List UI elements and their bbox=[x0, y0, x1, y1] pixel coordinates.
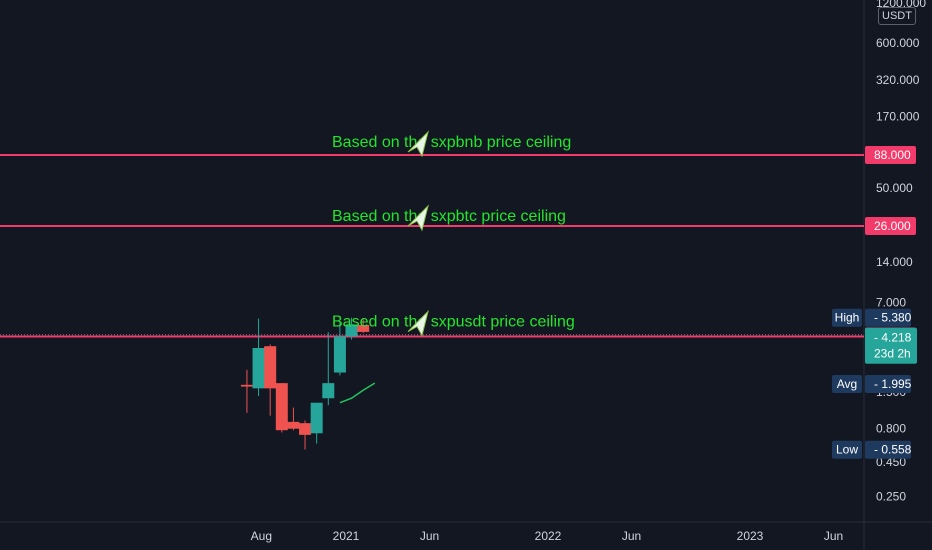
x-tick-label: 2023 bbox=[737, 529, 764, 543]
x-tick-label: Jun bbox=[622, 529, 641, 543]
arrow-cursor-icon bbox=[407, 309, 429, 337]
arrow-cursor-icon bbox=[407, 130, 429, 158]
candle-body bbox=[333, 336, 346, 373]
price-level-tag bbox=[865, 217, 916, 235]
candle-body bbox=[287, 421, 300, 429]
price-level-tag bbox=[865, 146, 916, 164]
x-axis: Aug 2021 Jun 2022 Jun 2023 Jun bbox=[0, 521, 932, 543]
x-tick-label: Jun bbox=[824, 529, 843, 543]
candle-body bbox=[299, 423, 312, 435]
price-tag-name-box bbox=[832, 308, 862, 327]
candle-body bbox=[357, 324, 370, 332]
price-level-tag-label: 88.000 bbox=[874, 148, 911, 162]
moving-average bbox=[339, 382, 376, 404]
y-tick-label: 600.000 bbox=[876, 36, 920, 50]
y-axis: 1200.000 600.000 320.000 170.000 88.000 50.00… bbox=[863, 0, 926, 550]
y-tick-label: 1200.000 bbox=[876, 0, 926, 10]
candle-countdown: 23d 2h bbox=[874, 347, 911, 361]
x-tick-label: Jun bbox=[420, 529, 439, 543]
y-tick-label: 50.000 bbox=[876, 181, 913, 195]
price-tag-name: Avg bbox=[837, 377, 857, 391]
annotation-label: Based on the sxpbnb price ceiling bbox=[332, 134, 571, 151]
y-tick-label: 0.250 bbox=[876, 489, 906, 503]
candles bbox=[240, 317, 370, 450]
price-tag-value: - 5.380 bbox=[874, 311, 912, 325]
candle-body bbox=[252, 347, 265, 389]
arrow-cursor-icon bbox=[407, 204, 429, 232]
candle-body bbox=[240, 384, 253, 387]
price-tag-name: High bbox=[835, 311, 860, 325]
price-tag-name-box bbox=[832, 375, 862, 393]
candle-body bbox=[322, 383, 335, 399]
price-tag-value: - 0.558 bbox=[874, 443, 912, 457]
price-tag-value: - 1.995 bbox=[874, 377, 912, 391]
currency-unit-badge[interactable]: USDT bbox=[878, 7, 916, 25]
candle-body bbox=[275, 383, 288, 431]
price-tag-value-box bbox=[865, 440, 911, 459]
price-tag-name: Low bbox=[836, 443, 858, 457]
y-tick-label: 7.000 bbox=[876, 295, 906, 309]
price-level-tag-label: 26.000 bbox=[874, 219, 911, 233]
y-tick-label: 14.000 bbox=[876, 255, 913, 269]
candle-body bbox=[345, 324, 358, 337]
price-tag-value-box bbox=[865, 308, 911, 327]
y-tick-label: 320.000 bbox=[876, 73, 920, 87]
price-tag-value-box bbox=[865, 375, 911, 393]
y-tick-label: 0.450 bbox=[876, 455, 906, 469]
current-price-tag bbox=[865, 327, 917, 364]
annotation-label: Based on the sxpusdt price ceiling bbox=[332, 314, 575, 331]
annotations: Based on the sxpbnb price ceiling Based o… bbox=[332, 130, 575, 337]
candle-body bbox=[264, 346, 277, 389]
moving-average-line bbox=[339, 382, 376, 404]
candle-body bbox=[310, 402, 323, 434]
price-tag-name-box bbox=[832, 440, 862, 459]
y-tick-label: 0.800 bbox=[876, 422, 906, 436]
annotation-label: Based on the sxpbtc price ceiling bbox=[332, 208, 566, 225]
x-tick-label: 2021 bbox=[333, 529, 360, 543]
x-tick-label: 2022 bbox=[535, 529, 562, 543]
x-tick-label: Aug bbox=[251, 529, 272, 543]
current-price-value: - 4.218 bbox=[874, 331, 912, 345]
price-tags: High - 5.380 - 4.218 23d 2h Avg - 1.995 Low - 0… bbox=[832, 308, 917, 459]
y-tick-label: 170.000 bbox=[876, 110, 920, 124]
